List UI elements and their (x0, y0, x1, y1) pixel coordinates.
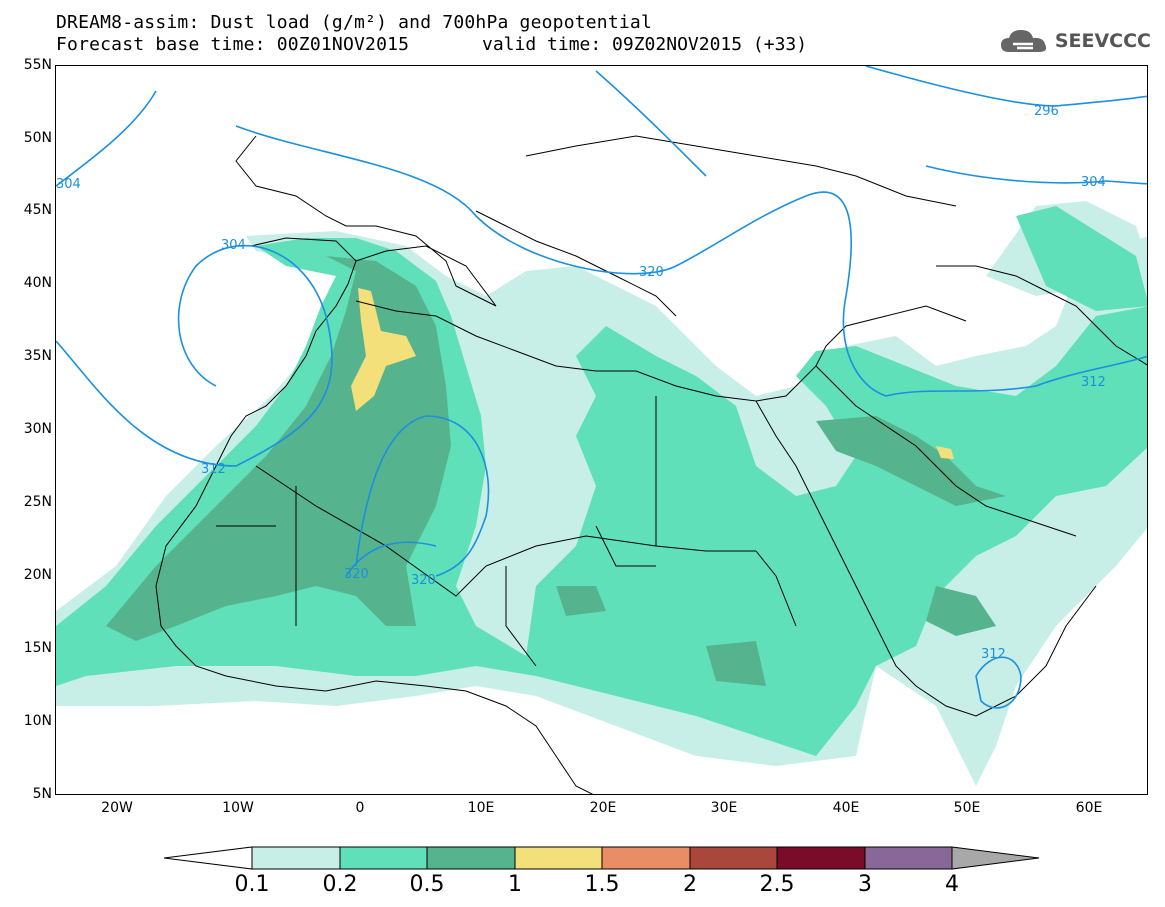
lat-tick: 35N (23, 348, 52, 364)
coastlines (155, 135, 1147, 794)
dust-colorbar (164, 846, 1040, 870)
colorbar-bin (689, 846, 778, 870)
contour-label: 312 (981, 647, 1006, 662)
lat-tick: 55N (23, 57, 52, 73)
dust-layer-peak (351, 288, 954, 459)
colorbar-label: 0.1 (234, 872, 270, 897)
lon-tick: 20W (101, 800, 133, 816)
colorbar-label: 0.5 (409, 872, 445, 897)
colorbar-label: 1.5 (584, 872, 620, 897)
contour-labels: 304 304 296 304 320 312 312 320 320 312 (56, 104, 1106, 662)
lat-tick: 45N (23, 202, 52, 218)
colorbar-under (164, 846, 253, 870)
colorbar-label: 4 (945, 872, 959, 897)
lat-tick: 15N (23, 640, 52, 656)
colorbar-bin (776, 846, 866, 870)
lat-tick: 20N (23, 567, 52, 583)
lon-tick: 0 (355, 800, 365, 816)
contour-label: 304 (221, 238, 246, 253)
lat-tick: 5N (32, 786, 52, 802)
colorbar-over (951, 846, 1040, 870)
colorbar-bin (864, 846, 953, 870)
cloud-logo-icon (1000, 30, 1046, 52)
logo-text: SEEVCCC (1054, 30, 1151, 52)
dust-layer-high (106, 256, 1006, 686)
lat-tick: 25N (23, 494, 52, 510)
contour-label: 312 (201, 462, 226, 477)
geopotential-contours (56, 66, 1147, 709)
contour-label: 296 (1034, 104, 1059, 119)
map-title: DREAM8-assim: Dust load (g/m²) and 700hP… (56, 12, 652, 33)
colorbar-label: 2.5 (759, 872, 795, 897)
colorbar-label: 2 (683, 872, 697, 897)
contour-label: 304 (1081, 175, 1106, 190)
contour-label: 320 (411, 573, 436, 588)
lon-tick: 30E (710, 800, 738, 816)
lon-tick: 50E (953, 800, 981, 816)
colorbar-bin (514, 846, 603, 870)
dust-map: 304 304 296 304 320 312 312 320 320 312 (55, 65, 1148, 795)
colorbar-bin (426, 846, 516, 870)
colorbar-bin (601, 846, 691, 870)
colorbar-label: 0.2 (322, 872, 358, 897)
dust-map-canvas: 304 304 296 304 320 312 312 320 320 312 (56, 66, 1147, 794)
colorbar-bin (339, 846, 428, 870)
lon-tick: 10W (222, 800, 254, 816)
forecast-base-time: Forecast base time: 00Z01NOV2015 (56, 34, 410, 55)
contour-label: 304 (56, 177, 81, 192)
lon-tick: 60E (1075, 800, 1103, 816)
colorbar-bin (251, 846, 341, 870)
lat-tick: 10N (23, 713, 52, 729)
lat-tick: 50N (23, 130, 52, 146)
contour-label: 320 (344, 567, 369, 582)
lon-tick: 10E (467, 800, 495, 816)
lon-tick: 40E (832, 800, 860, 816)
lon-tick: 20E (589, 800, 617, 816)
colorbar-label: 3 (858, 872, 872, 897)
colorbar-label: 1 (508, 872, 522, 897)
lat-tick: 40N (23, 275, 52, 291)
lat-tick: 30N (23, 421, 52, 437)
contour-label: 312 (1081, 375, 1106, 390)
valid-time: valid time: 09Z02NOV2015 (+33) (482, 34, 808, 55)
seevccc-logo: SEEVCCC (999, 26, 1151, 56)
contour-label: 320 (639, 265, 664, 280)
